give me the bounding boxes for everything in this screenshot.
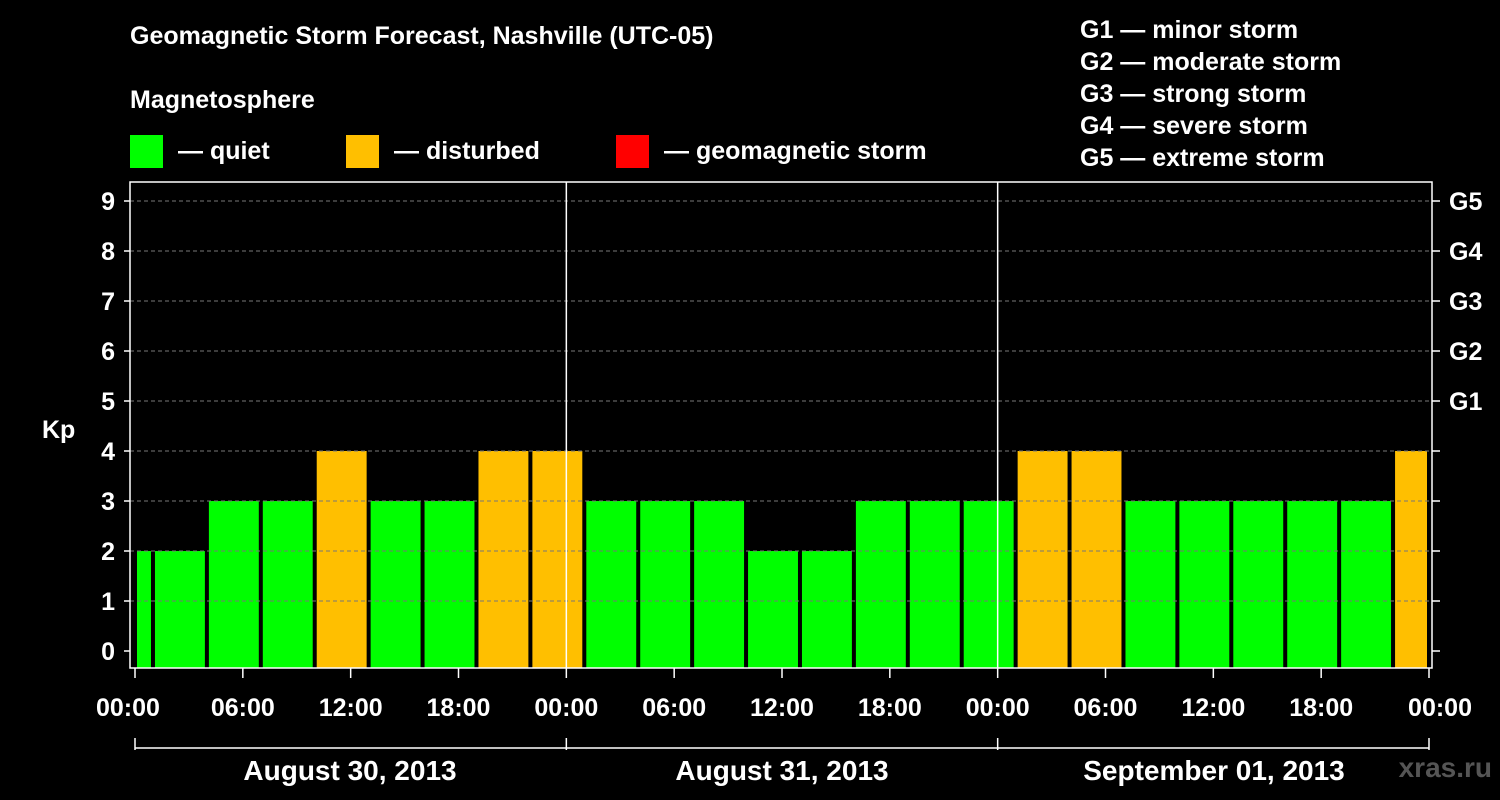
g-level-label-4: G5 [1449, 188, 1482, 216]
legend-item-storm: — geomagnetic storm [616, 134, 927, 168]
storm-scale-g2: G2 — moderate storm [1080, 48, 1342, 76]
kp-bar-21 [1233, 501, 1284, 668]
ytick-label-7: 7 [101, 288, 115, 316]
ytick-label-4: 4 [101, 438, 115, 466]
ytick-label-3: 3 [101, 488, 115, 516]
plot-frame [129, 181, 1433, 669]
legend-swatch-storm [616, 134, 649, 168]
xtick-label-6: 12:00 [750, 694, 814, 722]
kp-bar-4 [316, 451, 367, 668]
xtick-label-4: 00:00 [534, 694, 598, 722]
ytick-label-9: 9 [101, 188, 115, 216]
kp-bar-16 [963, 501, 1014, 668]
kp-bar-5 [370, 501, 421, 668]
xtick-label-5: 06:00 [642, 694, 706, 722]
xtick-label-3: 18:00 [427, 694, 491, 722]
legend-item-quiet: — quiet [130, 134, 270, 168]
g-level-label-2: G3 [1449, 288, 1482, 316]
kp-bar-10 [640, 501, 691, 668]
ytick-label-1: 1 [101, 588, 115, 616]
storm-scale-g1: G1 — minor storm [1080, 16, 1299, 44]
xtick-label-8: 00:00 [966, 694, 1030, 722]
legend-swatch-disturbed [346, 134, 379, 168]
kp-bar-7 [478, 451, 529, 668]
day-label-0: August 30, 2013 [243, 755, 456, 786]
xtick-label-1: 06:00 [211, 694, 275, 722]
legend-label-storm: — geomagnetic storm [664, 136, 927, 165]
xtick-label-0: 00:00 [96, 694, 160, 722]
kp-bar-13 [801, 551, 852, 668]
ytick-label-2: 2 [101, 538, 115, 566]
chart-title: Geomagnetic Storm Forecast, Nashville (U… [130, 22, 714, 50]
kp-bar-0 [137, 551, 151, 668]
kp-bar-6 [424, 501, 475, 668]
g-level-label-3: G4 [1449, 238, 1482, 266]
kp-bar-11 [694, 501, 745, 668]
kp-bar-12 [748, 551, 798, 668]
legend-item-disturbed: — disturbed [346, 134, 540, 168]
kp-bar-17 [1017, 451, 1068, 668]
legend-swatch-quiet [130, 134, 163, 168]
xtick-label-7: 18:00 [858, 694, 922, 722]
kp-bar-2 [208, 501, 259, 668]
storm-scale-legend: G1 — minor storm G2 — moderate storm G3 … [1080, 14, 1341, 174]
xtick-label-9: 06:00 [1074, 694, 1138, 722]
kp-bar-3 [262, 501, 313, 668]
xtick-label-11: 18:00 [1289, 694, 1353, 722]
g-level-label-0: G1 [1449, 388, 1482, 416]
ytick-label-5: 5 [101, 388, 115, 416]
y-axis-title: Kp [42, 416, 75, 444]
kp-bar-20 [1179, 501, 1230, 668]
ytick-label-8: 8 [101, 238, 115, 266]
xtick-label-12: 00:00 [1408, 694, 1472, 722]
kp-bar-9 [586, 501, 637, 668]
storm-scale-g4: G4 — severe storm [1080, 112, 1308, 140]
kp-bar-22 [1287, 501, 1338, 668]
kp-bar-15 [909, 501, 960, 668]
kp-bar-14 [855, 501, 906, 668]
legend-heading: Magnetosphere [130, 86, 315, 114]
legend-label-quiet: — quiet [178, 136, 270, 165]
legend-label-disturbed: — disturbed [394, 136, 540, 165]
xtick-label-10: 12:00 [1181, 694, 1245, 722]
storm-scale-g5: G5 — extreme storm [1080, 144, 1325, 172]
kp-bar-1 [154, 551, 205, 668]
kp-bar-19 [1125, 501, 1176, 668]
storm-scale-g3: G3 — strong storm [1080, 80, 1307, 108]
day-label-1: August 31, 2013 [675, 755, 888, 786]
kp-bar-23 [1341, 501, 1392, 668]
kp-bar-8 [532, 451, 583, 668]
xtick-label-2: 12:00 [319, 694, 383, 722]
g-level-label-1: G2 [1449, 338, 1482, 366]
kp-bar-24 [1395, 451, 1427, 668]
day-label-2: September 01, 2013 [1083, 755, 1345, 786]
ytick-label-6: 6 [101, 338, 115, 366]
kp-bar-18 [1071, 451, 1122, 668]
ytick-label-0: 0 [101, 638, 115, 666]
watermark: xras.ru [1398, 752, 1492, 783]
